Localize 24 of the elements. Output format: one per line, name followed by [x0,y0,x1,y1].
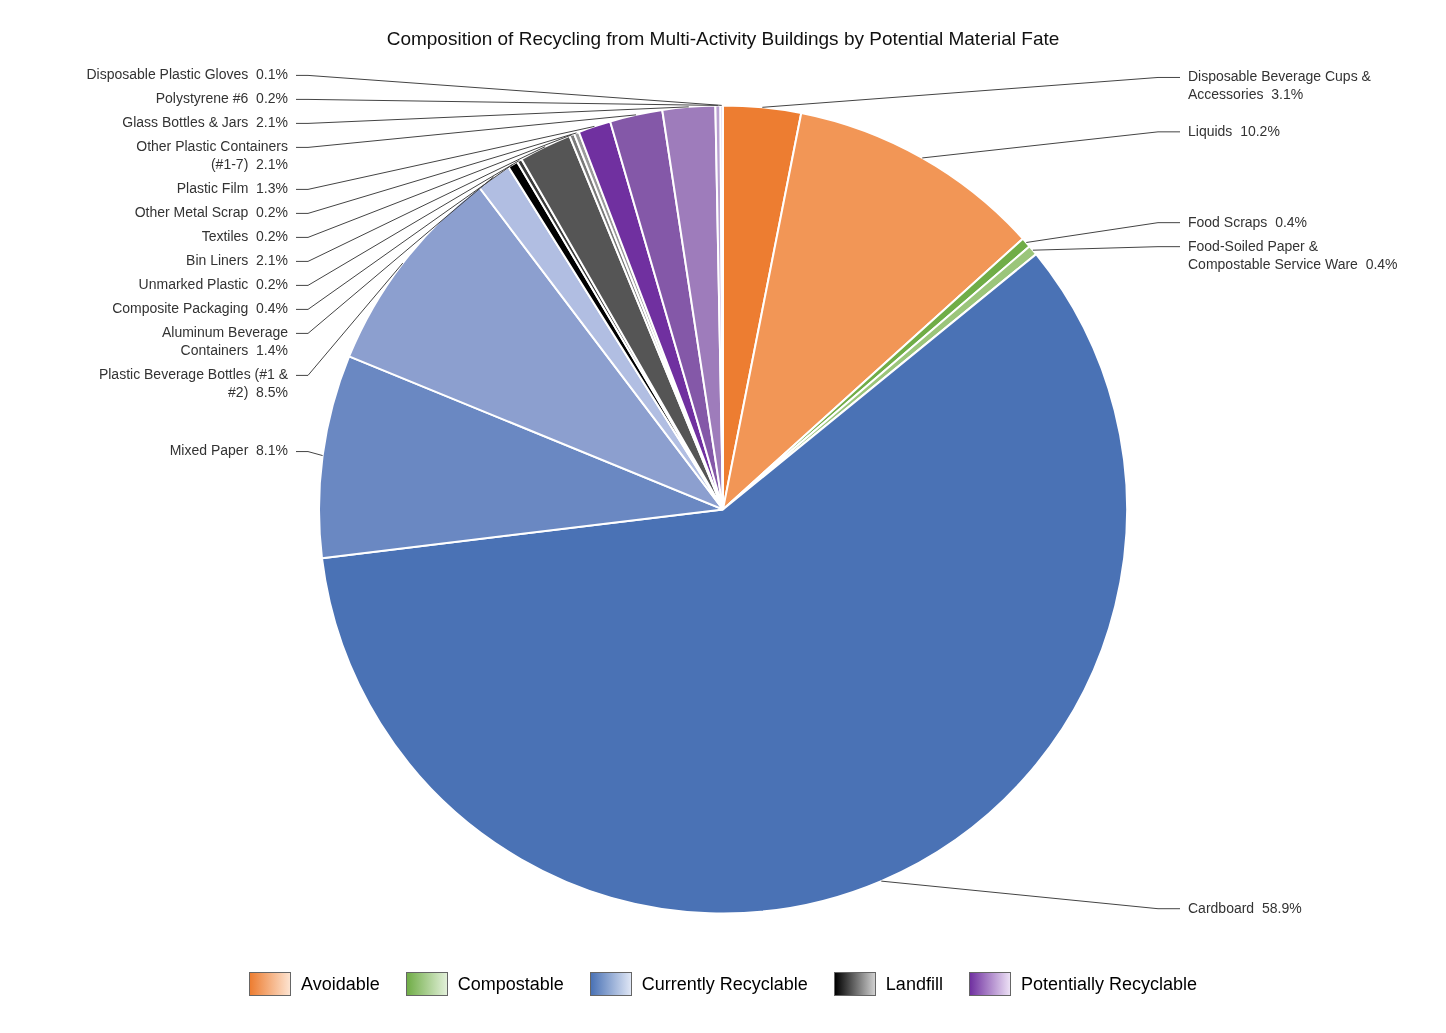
slice-label: Mixed Paper 8.1% [169,442,288,459]
slice-label: Other Plastic Containers (#1-7) 2.1% [136,138,288,173]
slice-label: Aluminum Beverage Containers 1.4% [161,324,289,359]
text: Compostable [457,973,564,995]
slice-label: Liquids 10.2% [1188,122,1280,139]
slice-label: Food Scraps 0.4% [1188,213,1308,230]
slice-label: Disposable Plastic Gloves 0.1% [86,66,288,83]
text: Currently Recyclable [641,973,808,995]
slice-label: Composite Packaging 0.4% [112,300,288,317]
slice-label: Cardboard 58.9% [1188,899,1302,916]
text: Avoidable [301,973,380,995]
slice-label: Food-Soiled Paper & Compostable Service Ware 0.4% [1188,237,1398,272]
slice-label: Bin Liners 2.1% [186,252,288,269]
slice-label: Glass Bottles & Jars 2.1% [122,114,288,131]
chart-title: Composition of Recycling from Multi-Activity Buildings by Potential Material Fate [386,27,1060,49]
text: Landfill [885,973,943,995]
slice-label: Disposable Beverage Cups & Accessories 3.1% [1188,68,1372,103]
slice-label: Plastic Film 1.3% [176,180,288,197]
slice-label: Other Metal Scrap 0.2% [134,204,288,221]
text: Potentially Recyclable [1020,973,1197,995]
slice-label: Polystyrene #6 0.2% [155,90,288,107]
slice-label: Textiles 0.2% [201,228,288,245]
slice-label: Unmarked Plastic 0.2% [138,276,288,293]
slice-label: Plastic Beverage Bottles (#1 & #2) 8.5% [98,366,289,401]
